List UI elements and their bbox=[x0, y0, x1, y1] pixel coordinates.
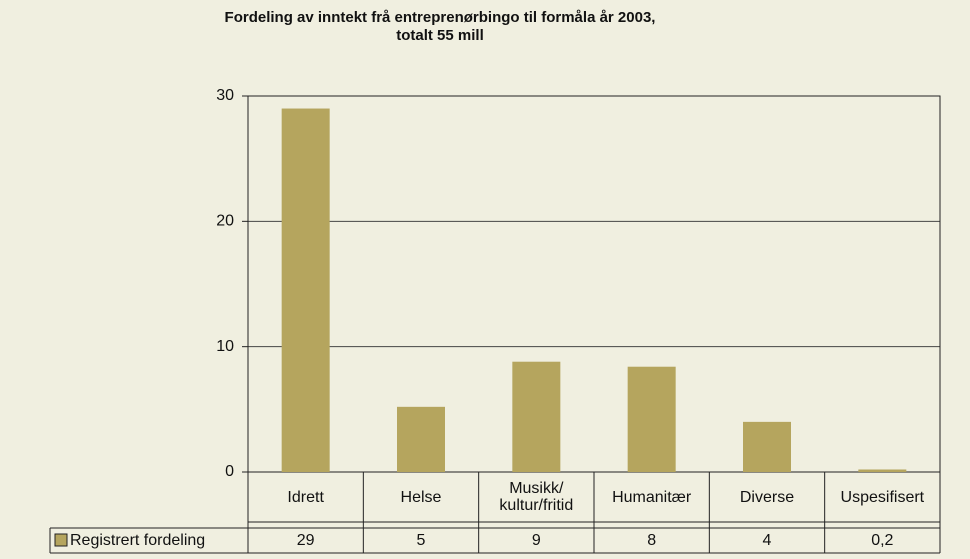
x-tick-label: Uspesifisert bbox=[840, 488, 925, 506]
bar bbox=[627, 366, 676, 472]
data-label: 29 bbox=[296, 532, 315, 549]
x-tick-label: Helse bbox=[400, 488, 442, 506]
bar bbox=[858, 469, 907, 472]
y-tick-label: 20 bbox=[216, 213, 234, 230]
legend-swatch bbox=[54, 533, 68, 547]
legend-label: Registrert fordeling bbox=[70, 532, 206, 549]
x-tick-label: Idrett bbox=[287, 488, 324, 506]
x-tick-label: Diverse bbox=[739, 488, 795, 506]
bar bbox=[397, 406, 445, 472]
data-label: 8 bbox=[647, 532, 657, 549]
bar bbox=[281, 108, 330, 473]
data-label: 0,2 bbox=[871, 532, 894, 549]
chart-title: Fordeling av inntekt frå entreprenørbing… bbox=[225, 9, 656, 26]
bar bbox=[512, 361, 561, 472]
data-label: 4 bbox=[762, 532, 772, 549]
plot-frame bbox=[247, 95, 941, 473]
x-tick-label: Humanitær bbox=[612, 488, 692, 506]
y-tick-label: 30 bbox=[216, 87, 234, 104]
y-tick-label: 0 bbox=[225, 463, 234, 480]
x-tick-label: Musikk/ kultur/fritid bbox=[499, 480, 574, 514]
data-label: 5 bbox=[416, 532, 426, 549]
chart-title: totalt 55 mill bbox=[396, 27, 484, 44]
bar bbox=[743, 421, 791, 472]
data-label: 9 bbox=[531, 532, 541, 549]
y-tick-label: 10 bbox=[216, 338, 234, 355]
